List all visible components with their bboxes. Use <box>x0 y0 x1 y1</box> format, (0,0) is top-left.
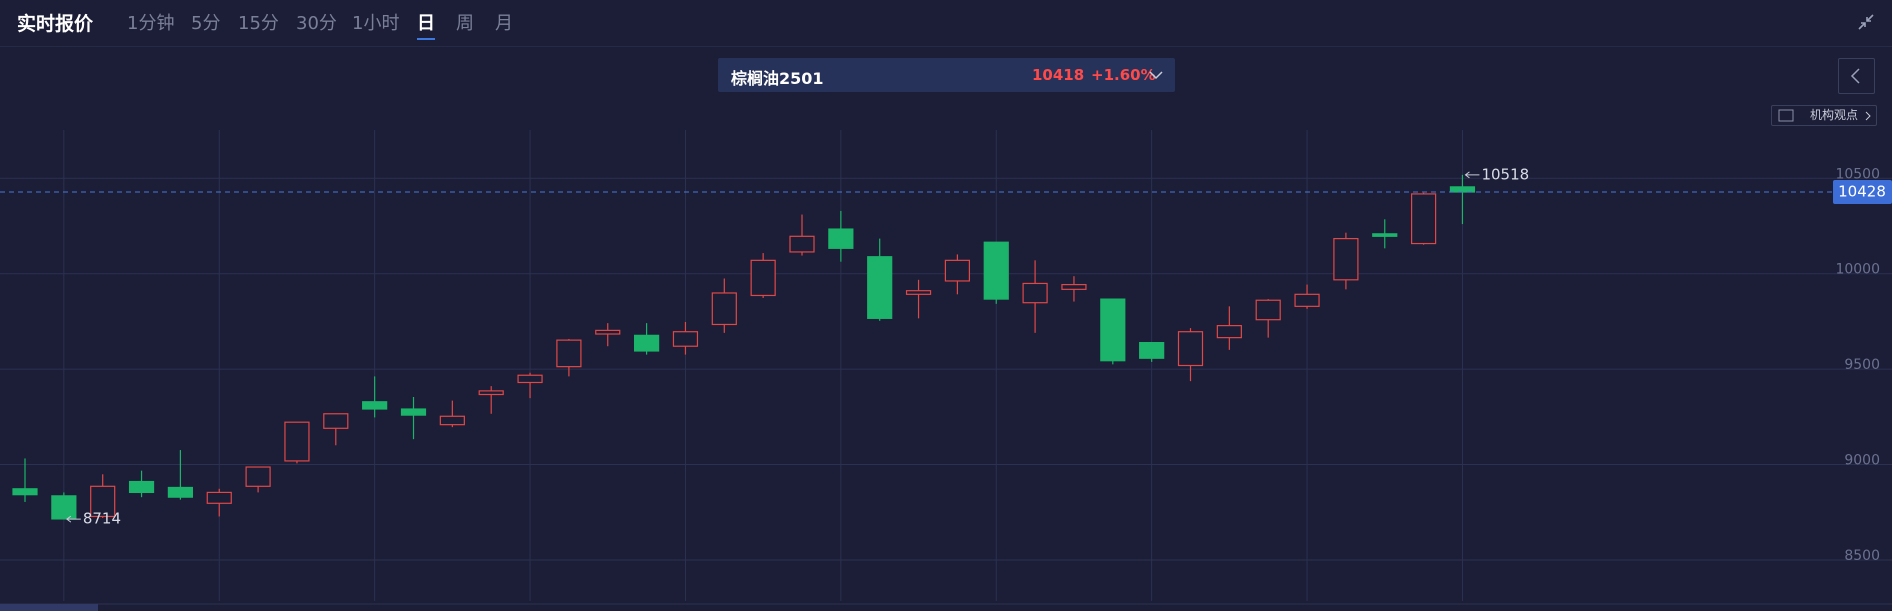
candle-body <box>983 241 1009 300</box>
contract-selector[interactable]: 棕榈油2501 10418 +1.60% <box>718 58 1175 92</box>
candle-body <box>439 415 465 426</box>
candle-body <box>867 256 893 319</box>
candle-body <box>556 339 582 368</box>
tab[interactable]: 日 <box>417 9 435 40</box>
opinion-button[interactable]: 机构观点 <box>1771 105 1877 126</box>
candle-body <box>478 390 504 396</box>
candle-body <box>1100 298 1126 362</box>
header-title: 实时报价 <box>17 13 94 35</box>
collapse-icon[interactable] <box>1856 12 1876 32</box>
candle-body <box>750 259 776 297</box>
candle-body <box>1022 282 1048 304</box>
candle-body <box>90 485 116 518</box>
high-label: 10518 <box>1481 165 1529 183</box>
tab[interactable]: 15分 <box>238 13 279 34</box>
candle-body <box>517 374 543 384</box>
candle-body <box>789 235 815 253</box>
tab[interactable]: 5分 <box>191 13 221 34</box>
candle-body <box>944 259 971 282</box>
candle-body <box>711 292 737 326</box>
contract-change: +1.60% <box>1091 66 1156 84</box>
candle-body <box>828 228 854 249</box>
candle-body <box>323 413 349 429</box>
opinion-icon <box>1778 109 1794 122</box>
last-price-label: 10428 <box>1838 183 1886 201</box>
tab[interactable]: 1小时 <box>352 13 400 34</box>
candle-body <box>1177 331 1204 367</box>
y-tick-label: 10000 <box>1835 262 1880 278</box>
candle-body <box>1449 186 1476 193</box>
chevron <box>1149 71 1163 80</box>
last-price-box <box>1833 180 1892 205</box>
opinion-arrow <box>1865 111 1871 121</box>
low-label: 8714 <box>83 510 121 528</box>
y-tick-label: 9000 <box>1844 453 1880 469</box>
y-tick-label: 8500 <box>1844 548 1880 564</box>
contract-price: 10418 <box>1032 66 1085 84</box>
candle-body <box>12 488 38 496</box>
candle-body <box>51 495 77 520</box>
candle-body <box>284 421 310 462</box>
back-icon <box>1850 68 1860 84</box>
back-button[interactable] <box>1838 58 1875 94</box>
low-label-arrow <box>66 515 81 523</box>
candle-body <box>1372 233 1398 237</box>
header: 实时报价 1分钟 5分 15分 30分 1小时日周月 <box>0 0 1892 47</box>
candle-body <box>1410 193 1437 245</box>
candle-body <box>362 401 388 410</box>
tab[interactable]: 月 <box>495 13 513 34</box>
tab[interactable]: 周 <box>456 13 474 34</box>
candle-body <box>595 329 621 335</box>
candle-body <box>167 486 193 498</box>
candle-body <box>245 466 271 487</box>
candle-body <box>128 480 155 494</box>
candle-body <box>1333 237 1359 281</box>
candle-body <box>1255 299 1281 321</box>
high-label-arrow <box>1464 171 1480 179</box>
candle-body <box>905 290 932 295</box>
candle-body <box>633 334 660 352</box>
y-tick-label: 10500 <box>1835 166 1880 182</box>
candle-body <box>400 408 427 416</box>
scrollbar-thumb <box>0 604 98 611</box>
opinion-label: 机构观点 <box>1810 108 1859 122</box>
candle-body <box>206 491 232 504</box>
y-tick-label: 9500 <box>1844 357 1880 373</box>
candle-body <box>672 331 699 347</box>
candle-body <box>1139 341 1165 359</box>
tab[interactable]: 30分 <box>296 13 337 34</box>
tab[interactable]: 1分钟 <box>127 13 175 34</box>
contract-name: 棕榈油2501 <box>731 69 824 88</box>
candle-body <box>1294 293 1320 307</box>
candle-body <box>1216 325 1242 339</box>
candle-body <box>1061 283 1087 290</box>
